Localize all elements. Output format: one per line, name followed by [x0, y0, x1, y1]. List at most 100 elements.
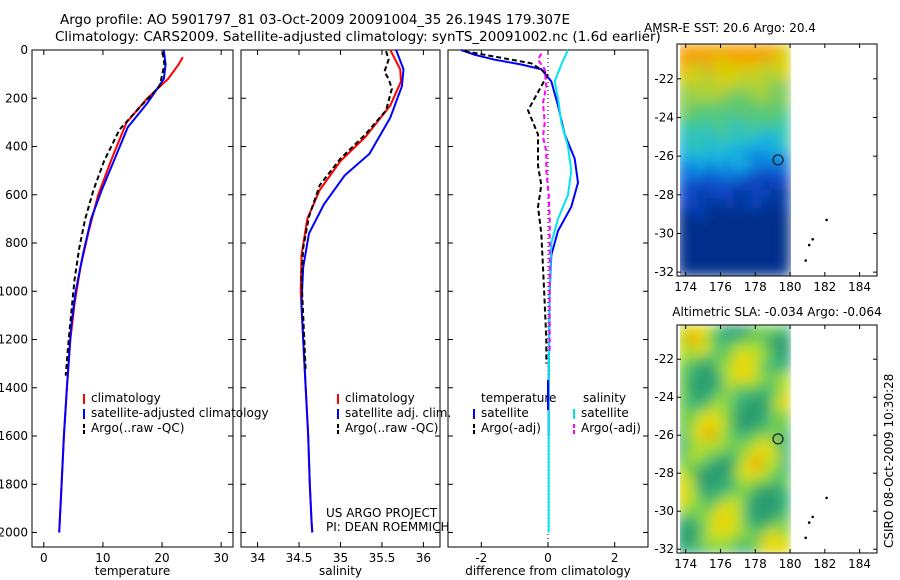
panel-frame — [240, 49, 441, 548]
island-marker — [825, 496, 828, 500]
x-tick-label: 35 — [333, 551, 348, 565]
profile-panel-2: 34 34.5 35 35.5 36 salinity — [240, 49, 441, 578]
x-tick-label: -2 — [475, 551, 487, 565]
map-x-tick-label: 176 — [709, 557, 732, 571]
legend-heading-temperature: temperature — [481, 391, 556, 405]
x-tick-label: 35.5 — [369, 551, 396, 565]
legend-label-sal-1: satellite adj. clim. — [345, 406, 451, 420]
map-x-tick-label: 176 — [709, 280, 732, 294]
y-tick-label: 800 — [5, 236, 28, 250]
legend-label-sal-0: climatology — [345, 391, 415, 405]
credit-line1: US ARGO PROJECT — [326, 506, 438, 520]
legend-label-diff-sal-sat: satellite — [581, 406, 629, 420]
series-line-satellite — [460, 49, 580, 436]
island-marker — [804, 536, 807, 540]
sst-field — [680, 44, 791, 276]
map-y-tick-label: -24 — [654, 110, 674, 124]
sla-map-title: Altimetric SLA: -0.034 Argo: -0.064 — [672, 305, 881, 319]
map-panel-sst: 174 176 178 180 182 184 -22 -24 -26 -28 -30 -32 — [654, 43, 878, 294]
argo-position-marker — [772, 154, 784, 166]
x-tick-label: 34 — [250, 551, 265, 565]
argo-position-marker — [772, 433, 784, 445]
figure-title-line1: Argo profile: AO 5901797_81 03-Oct-2009 … — [60, 12, 571, 28]
sla-field — [680, 325, 791, 553]
x-tick-label: 34.5 — [286, 551, 313, 565]
panel-frame — [31, 49, 234, 548]
legend-label-temp-2: Argo(..raw -QC) — [91, 421, 184, 435]
y-tick-label: 1000 — [0, 284, 28, 298]
x-tick-label: 0 — [544, 551, 552, 565]
x-tick-label: 20 — [154, 551, 169, 565]
legend-label-diff-sal-argo: Argo(-adj) — [581, 421, 641, 435]
legend-label-diff-temp-sat: satellite — [481, 406, 529, 420]
series-line-satellite-adjusted-climatology — [58, 49, 167, 533]
map-y-tick-label: -26 — [654, 149, 674, 163]
map-x-tick-label: 180 — [779, 557, 802, 571]
series-line-argo-adj- — [536, 53, 551, 352]
map-x-tick-label: 184 — [848, 557, 871, 571]
map-y-tick-label: -30 — [654, 226, 674, 240]
y-tick-label: 0 — [20, 43, 28, 57]
map-y-tick-label: -22 — [654, 352, 674, 366]
map-x-tick-label: 178 — [744, 557, 767, 571]
sst-map-title: AMSR-E SST: 20.6 Argo: 20.4 — [644, 21, 816, 35]
map-frame — [676, 43, 878, 277]
map-y-tick-label: -30 — [654, 504, 674, 518]
y-tick-label: 1800 — [0, 477, 28, 491]
map-y-tick-label: -26 — [654, 428, 674, 442]
map-panel-sla: 174 176 178 180 182 184 -22 -24 -26 -28 -30 -32 — [654, 324, 878, 571]
map-y-tick-label: -32 — [654, 265, 674, 279]
figure-title-line2: Climatology: CARS2009. Satellite-adjuste… — [55, 29, 661, 45]
series-line-climatology — [299, 49, 403, 533]
x-axis-label: temperature — [95, 564, 170, 578]
series-line-argo-raw-qc- — [300, 50, 393, 371]
x-tick-label: 0 — [40, 551, 48, 565]
island-marker — [804, 259, 807, 262]
map-x-tick-label: 178 — [744, 280, 767, 294]
timestamp-label: CSIRO 08-Oct-2009 10:30:28 — [882, 374, 896, 548]
map-frame — [676, 324, 878, 554]
x-tick-label: 2 — [611, 551, 619, 565]
map-x-tick-label: 182 — [813, 280, 836, 294]
map-x-tick-label: 184 — [848, 280, 871, 294]
island-marker — [807, 521, 811, 524]
map-x-tick-label: 174 — [674, 280, 697, 294]
y-tick-label: 1200 — [0, 333, 28, 347]
island-marker — [825, 218, 828, 222]
legend-label-sal-2: Argo(..raw -QC) — [345, 421, 438, 435]
legend-heading-salinity: salinity — [583, 391, 626, 405]
y-tick-label: 600 — [5, 188, 28, 202]
y-tick-label: 1600 — [0, 429, 28, 443]
series-line-argo-raw-qc- — [64, 52, 166, 376]
legend-label-temp-1: satellite-adjusted climatology — [91, 406, 269, 420]
y-tick-label: 200 — [5, 91, 28, 105]
map-y-tick-label: -24 — [654, 390, 674, 404]
map-y-tick-label: -28 — [654, 466, 674, 480]
x-tick-label: 10 — [95, 551, 110, 565]
map-x-tick-label: 182 — [813, 557, 836, 571]
map-x-tick-label: 180 — [779, 280, 802, 294]
legend-label-temp-0: climatology — [91, 391, 161, 405]
credit-line2: PI: DEAN ROEMMICH — [326, 520, 449, 534]
x-axis-label: difference from climatology — [465, 564, 631, 578]
series-line-argo-adj- — [464, 50, 550, 364]
island-marker — [811, 238, 814, 241]
map-y-tick-label: -28 — [654, 188, 674, 202]
series-line-satellite-adj-clim- — [300, 49, 405, 533]
y-tick-label: 1400 — [0, 381, 28, 395]
x-tick-label: 36 — [416, 551, 431, 565]
island-marker — [811, 515, 814, 519]
island-marker — [807, 243, 811, 247]
y-tick-label: 2000 — [0, 526, 28, 540]
series-line-satellite — [547, 49, 573, 533]
legend-label-diff-temp-argo: Argo(-adj) — [481, 421, 541, 435]
profile-panel-1: 0 10 20 30 0 200 400 600 800 1000 1200 1400 1600 1800… — [0, 43, 234, 578]
map-y-tick-label: -22 — [654, 72, 674, 86]
y-tick-label: 400 — [5, 140, 28, 154]
x-axis-label: salinity — [319, 564, 362, 578]
x-tick-label: 30 — [214, 551, 229, 565]
map-x-tick-label: 174 — [674, 557, 697, 571]
map-y-tick-label: -32 — [654, 542, 674, 556]
